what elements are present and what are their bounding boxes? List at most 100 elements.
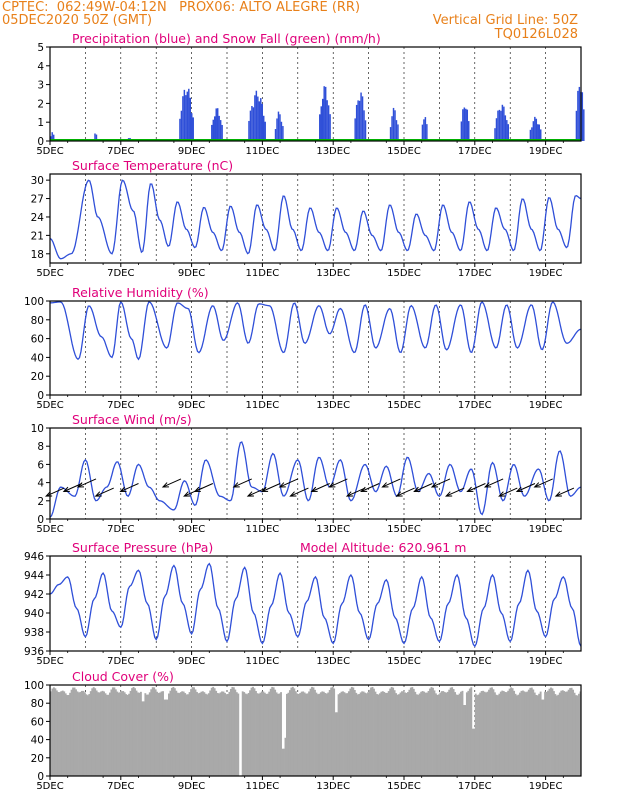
- cloud-bar: [533, 692, 536, 776]
- precip-bar: [575, 110, 578, 141]
- wind-arrow: [467, 483, 486, 492]
- cloud-bar: [434, 693, 437, 776]
- cloud-bar: [358, 693, 361, 776]
- cloud-bar: [126, 694, 129, 776]
- x-tick-label: 5DEC: [36, 781, 63, 792]
- wind-arrow: [534, 478, 553, 488]
- wind-arrow-head: [62, 486, 70, 493]
- x-tick-label: 9DEC: [178, 656, 205, 667]
- cloud-bar: [64, 693, 67, 776]
- cloud-bar: [526, 691, 529, 776]
- precip-bar: [211, 124, 213, 141]
- precip-bar: [389, 127, 392, 141]
- wind-arrow: [162, 478, 182, 488]
- cloud-bar: [173, 688, 176, 776]
- x-tick-label: 5DEC: [36, 400, 63, 411]
- y-tick-label: 938: [24, 627, 44, 639]
- cloud-bar: [101, 690, 104, 776]
- cloud-bar: [88, 693, 91, 776]
- precip-bar: [279, 114, 281, 141]
- precip-bar: [320, 106, 322, 141]
- x-tick-label: 17DEC: [458, 146, 492, 157]
- precip-bar: [327, 105, 330, 141]
- precip-bar: [539, 129, 542, 141]
- cloud-bar: [94, 688, 97, 776]
- precip-bar: [494, 128, 496, 141]
- wind-arrow: [484, 478, 504, 488]
- cloud-bar: [486, 691, 489, 776]
- cloud-bar: [324, 692, 327, 776]
- x-tick-label: 7DEC: [107, 400, 134, 411]
- cloud-bar: [128, 693, 131, 776]
- cloud-bar: [252, 686, 254, 776]
- cloud-bar: [198, 692, 201, 776]
- cloud-bar: [504, 692, 507, 776]
- cloud-bar: [333, 688, 336, 776]
- cloud-bar: [55, 690, 58, 776]
- wind-arrow-head: [260, 486, 269, 493]
- cloud-bar: [141, 701, 144, 776]
- cloud-bar: [473, 728, 476, 776]
- wind-arrow-head: [413, 486, 421, 493]
- wind-arrow: [63, 483, 83, 492]
- cloud-bar: [154, 689, 157, 776]
- cloud-bar: [519, 692, 521, 776]
- cloud-bar: [547, 690, 549, 776]
- cloud-bar: [123, 692, 126, 776]
- cloud-bar: [548, 688, 551, 776]
- cloud-bar: [375, 694, 378, 776]
- wind-arrow-head: [483, 482, 492, 488]
- y-tick-label: 18: [31, 249, 44, 261]
- cloud-bar: [299, 692, 302, 776]
- cloud-bar: [213, 688, 216, 776]
- precip-bar: [364, 120, 367, 141]
- precip-bar: [50, 136, 52, 141]
- y-tick-label: 40: [31, 352, 44, 364]
- wind-arrow-head: [246, 491, 254, 497]
- cloud-bar: [342, 691, 344, 776]
- cloud-bar: [465, 692, 468, 776]
- cloud-bar: [83, 692, 86, 776]
- cloud-bar: [321, 691, 324, 776]
- cloud-bar: [339, 693, 341, 776]
- cloud-bar: [318, 693, 321, 776]
- cloud-bar: [405, 692, 408, 776]
- cloud-bar: [423, 691, 426, 776]
- x-tick-label: 9DEC: [178, 400, 205, 411]
- cloud-bar: [396, 694, 399, 776]
- cloud-bar: [201, 691, 204, 776]
- cloud-bar: [104, 693, 107, 776]
- wind-arrow-head: [232, 482, 240, 488]
- cloud-bar: [256, 693, 259, 776]
- cloud-bar: [390, 687, 393, 776]
- precip-bar: [249, 110, 252, 141]
- cloud-bar: [448, 689, 451, 776]
- precip-bar: [321, 98, 324, 141]
- precip-bar: [498, 109, 501, 141]
- cloud-bar: [573, 692, 576, 776]
- x-tick-label: 15DEC: [387, 400, 421, 411]
- y-tick-label: 0: [37, 514, 44, 526]
- cloud-bar: [259, 692, 262, 776]
- precip-bar: [397, 124, 399, 141]
- precip-bar: [392, 107, 395, 141]
- panel-3: 0 2 4 6 8 10 5DEC 7DEC 9DEC 11DEC 13DEC 15DEC 17DEC 1…: [31, 412, 582, 535]
- cloud-bar: [345, 693, 347, 776]
- wind-arrow-head: [289, 491, 297, 497]
- wind-arrow: [329, 478, 348, 488]
- cloud-bar: [493, 692, 496, 776]
- cloud-bar: [231, 687, 234, 776]
- cloud-bar: [178, 693, 181, 776]
- precip-bar: [319, 114, 321, 141]
- x-tick-label: 11DEC: [246, 781, 280, 792]
- cloud-bar: [98, 692, 101, 776]
- y-tick-label: 2: [37, 98, 44, 110]
- y-tick-label: 6: [37, 459, 44, 471]
- precip-bar: [581, 92, 584, 141]
- cloud-bar: [194, 689, 197, 776]
- precip-bar: [361, 96, 364, 141]
- cloud-bar: [303, 692, 306, 776]
- cloud-bar: [110, 689, 113, 776]
- wind-arrow-head: [498, 491, 506, 497]
- cloud-bar: [554, 694, 557, 776]
